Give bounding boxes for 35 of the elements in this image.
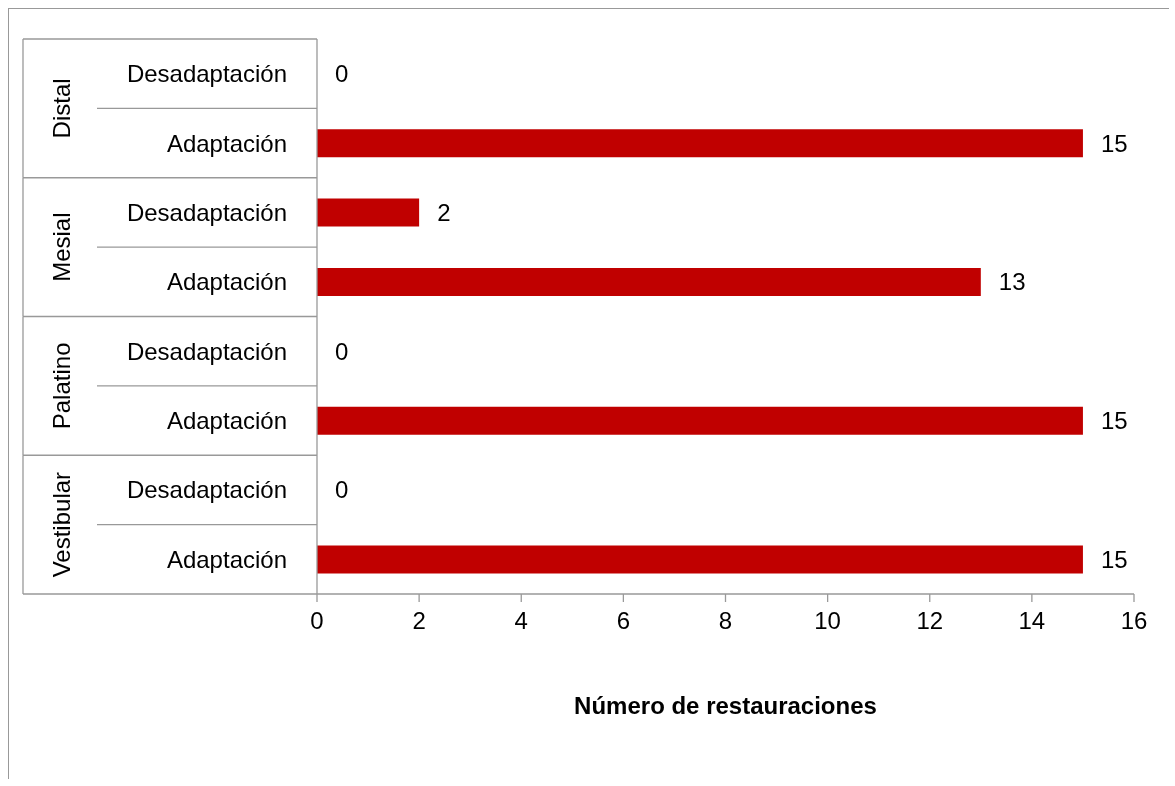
- y-tick-label: Adaptación: [166, 545, 287, 573]
- x-tick-label: 14: [1018, 607, 1046, 635]
- x-tick-label: 4: [514, 607, 528, 635]
- bar: [317, 198, 420, 227]
- y-tick-label: Desadaptación: [126, 60, 287, 88]
- y-tick-label: Adaptación: [166, 407, 287, 435]
- bar: [317, 545, 1083, 574]
- y-tick-label: Adaptación: [166, 129, 287, 157]
- text: Palatino: [47, 342, 75, 430]
- text: Distal: [47, 78, 75, 139]
- bar: [317, 129, 1083, 158]
- x-tick-label: 0: [310, 607, 324, 635]
- data-label: 15: [1100, 407, 1128, 435]
- data-label: 2: [437, 198, 451, 226]
- x-tick-label: 2: [412, 607, 426, 635]
- x-tick-label: 6: [616, 607, 631, 635]
- text: Vestibular: [47, 471, 75, 578]
- data-label: 15: [1100, 545, 1128, 573]
- y-tick-label: Desadaptación: [126, 337, 287, 365]
- bar: [317, 406, 1083, 435]
- y-tick-label: Desadaptación: [126, 476, 287, 504]
- y-tick-label: Adaptación: [166, 268, 287, 296]
- x-axis-title: Número de restauraciones: [574, 692, 877, 719]
- x-tick-label: 8: [718, 607, 733, 635]
- data-label: 0: [335, 337, 349, 365]
- y-tick-label: Desadaptación: [126, 198, 287, 226]
- x-tick-label: 10: [814, 607, 841, 635]
- data-label: 0: [335, 476, 349, 504]
- data-label: 13: [998, 268, 1026, 296]
- x-tick-label: 16: [1120, 607, 1148, 635]
- x-tick-label: 12: [916, 607, 944, 635]
- text: Mesial: [47, 212, 75, 282]
- bar: [317, 267, 981, 296]
- data-label: 15: [1100, 129, 1128, 157]
- data-label: 0: [335, 60, 349, 88]
